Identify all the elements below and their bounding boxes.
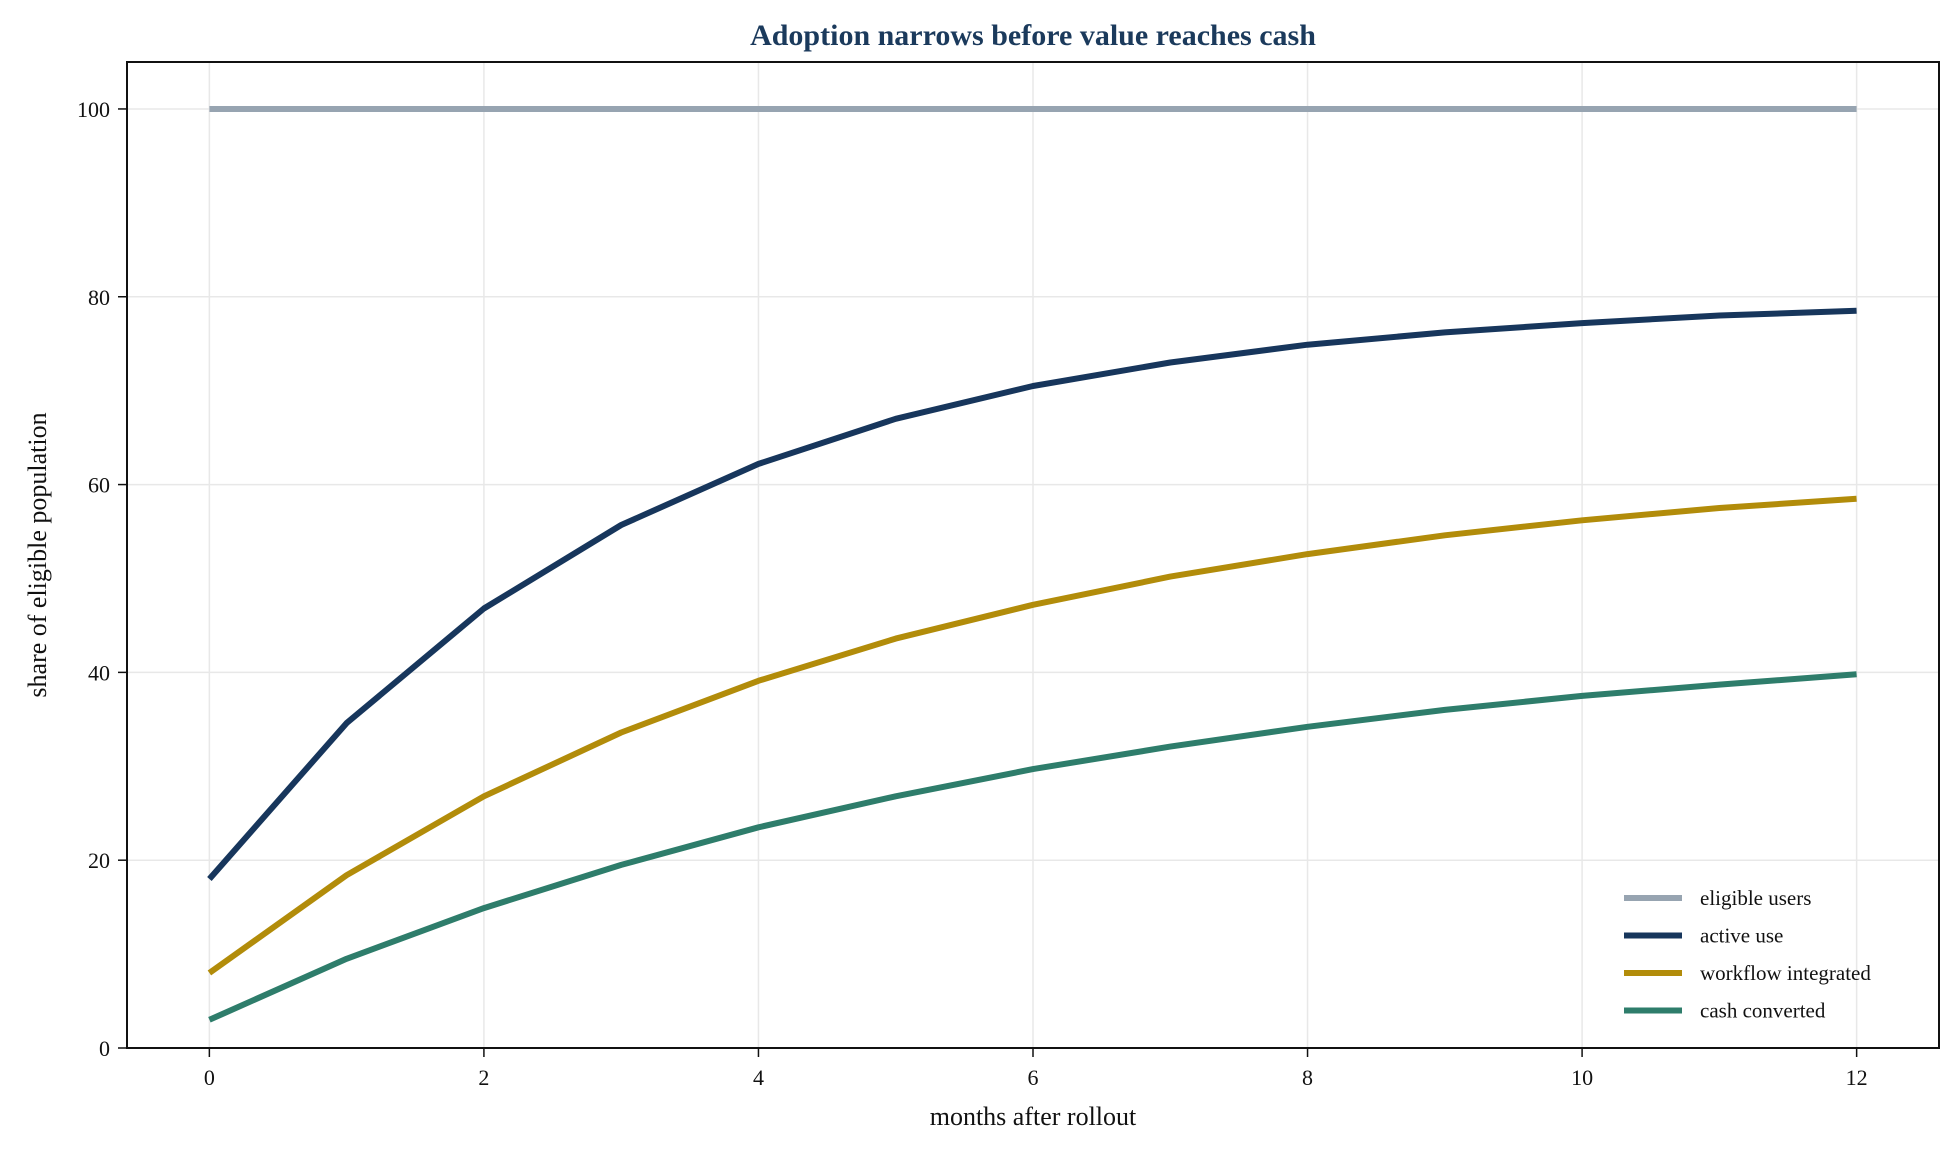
- y-axis-label: share of eligible population: [23, 412, 52, 697]
- x-tick-label: 6: [1028, 1065, 1039, 1090]
- y-tick-label: 0: [99, 1036, 110, 1061]
- legend: eligible users active use workflow integra…: [1624, 886, 1871, 1023]
- x-tick-label: 2: [478, 1065, 489, 1090]
- legend-label: cash converted: [1700, 999, 1826, 1023]
- series-lines: [207, 106, 1857, 1023]
- x-tick-label: 12: [1846, 1065, 1868, 1090]
- legend-label: eligible users: [1700, 886, 1811, 910]
- x-tick-label: 8: [1302, 1065, 1313, 1090]
- y-tick-label: 60: [88, 473, 110, 498]
- legend-label: workflow integrated: [1700, 961, 1871, 985]
- series-line-workflow-integrated: [207, 495, 1857, 976]
- y-tick-label: 20: [88, 848, 110, 873]
- chart-title: Adoption narrows before value reaches ca…: [750, 19, 1316, 52]
- y-tick-label: 100: [77, 97, 110, 122]
- x-tick-label: 0: [204, 1065, 215, 1090]
- legend-label: active use: [1700, 924, 1783, 948]
- y-tick-label: 80: [88, 285, 110, 310]
- x-axis-label: months after rollout: [930, 1102, 1137, 1131]
- axis-ticks: 0 2 4 6 8 10 12 0 20 40 60 80 100: [77, 97, 1868, 1090]
- series-line-active-use: [207, 307, 1857, 881]
- x-tick-label: 10: [1571, 1065, 1593, 1090]
- x-tick-label: 4: [753, 1065, 764, 1090]
- series-line-cash-converted: [208, 671, 1857, 1023]
- y-tick-label: 40: [88, 660, 110, 685]
